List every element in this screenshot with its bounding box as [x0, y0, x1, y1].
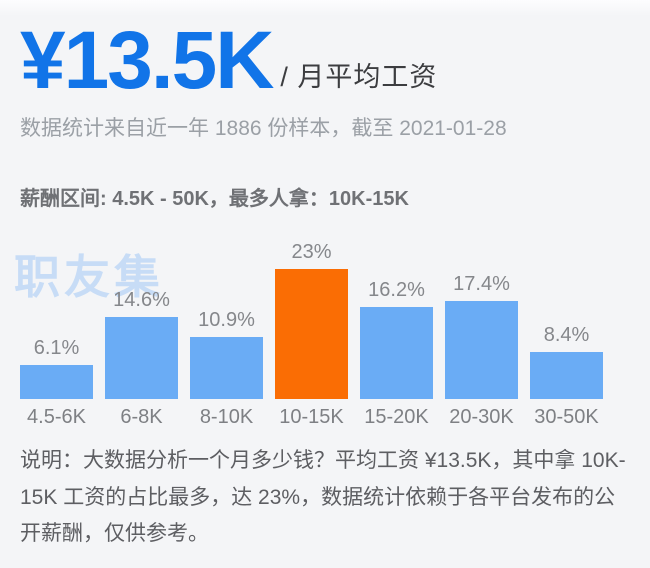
bar-column: 10.9%	[190, 309, 263, 400]
bar	[105, 317, 178, 400]
bar-column: 17.4%	[445, 273, 518, 400]
bar-column: 6.1%	[20, 337, 93, 400]
watermark-logo-text: 职友集	[14, 251, 164, 304]
x-axis-label: 6-8K	[120, 406, 163, 429]
bar-value-label: 16.2%	[368, 279, 425, 302]
bar	[360, 307, 433, 400]
bar-value-label: 17.4%	[453, 273, 510, 296]
x-axis-label: 20-30K	[449, 406, 514, 429]
bar	[445, 301, 518, 400]
x-axis-label: 10-15K	[279, 406, 344, 429]
bar-value-label: 6.1%	[33, 337, 80, 360]
bar	[20, 365, 93, 400]
salary-headline: ¥13.5K / 月平均工资	[20, 20, 630, 102]
x-axis-label: 30-50K	[534, 406, 599, 429]
bar-highlighted	[275, 269, 348, 400]
chart-explanation-text: 说明：大数据分析一个月多少钱？平均工资 ¥13.5K，其中拿 10K-15K 工…	[20, 449, 626, 546]
bar	[530, 352, 603, 400]
bar-column: 8.4%	[530, 324, 603, 400]
bar-value-label: 23%	[291, 241, 332, 264]
bar-value-label: 8.4%	[543, 324, 590, 347]
x-axis-label: 15-20K	[364, 406, 429, 429]
bar	[190, 337, 263, 400]
bar-column: 23%	[275, 241, 348, 400]
average-salary-value: ¥13.5K	[20, 15, 274, 106]
sample-size-note: 数据统计来自近一年 1886 份样本，截至 2021-01-28	[20, 117, 507, 140]
bar-chart-bars: 6.1% 14.6% 10.9% 23% 16.2% 17.4% 8.4%	[20, 231, 630, 400]
bar-value-label: 14.6%	[113, 289, 170, 312]
bar-chart-xlabels: 4.5-6K 6-8K 8-10K 10-15K 15-20K 20-30K 30-50K	[20, 405, 630, 429]
average-salary-unit: / 月平均工资	[280, 62, 438, 92]
bar-value-label: 10.9%	[198, 309, 255, 332]
bar-column: 16.2%	[360, 279, 433, 400]
salary-distribution-chart: 职友集 6.1% 14.6% 10.9% 23% 16.2% 17.4% 8.4%	[14, 231, 630, 400]
x-axis-label: 8-10K	[199, 406, 254, 429]
x-axis-label: 4.5-6K	[27, 406, 86, 429]
salary-range-summary: 薪酬区间: 4.5K - 50K，最多人拿：10K-15K	[20, 188, 409, 211]
bar-column: 14.6%	[105, 289, 178, 400]
